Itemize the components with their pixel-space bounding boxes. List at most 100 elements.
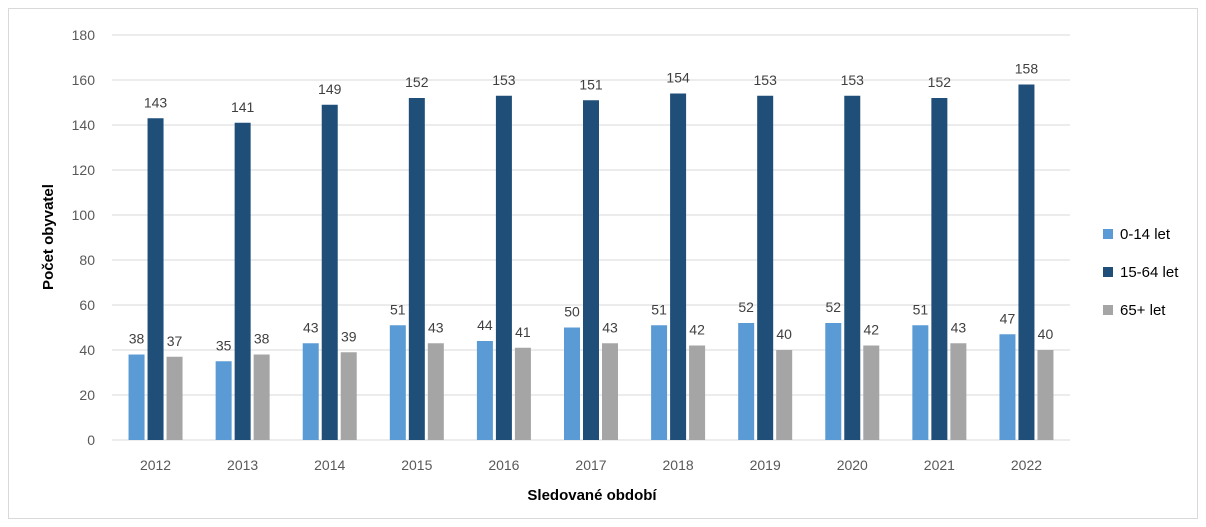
data-label: 37 [167, 333, 183, 349]
bar [564, 327, 580, 440]
x-tick-label: 2018 [663, 457, 694, 473]
bar [651, 325, 668, 440]
x-tick-label: 2012 [140, 457, 171, 473]
bar [321, 104, 338, 440]
data-label: 43 [303, 319, 319, 335]
bar [999, 334, 1016, 440]
data-label: 158 [1015, 61, 1039, 77]
legend-label: 65+ let [1120, 302, 1166, 319]
data-label: 153 [841, 72, 865, 88]
data-label: 51 [651, 301, 667, 317]
bars [128, 84, 1054, 440]
bar [427, 343, 444, 440]
bar [389, 325, 406, 440]
data-label: 154 [666, 70, 690, 86]
y-tick-label: 100 [72, 207, 96, 223]
bar [166, 356, 183, 440]
bar [253, 354, 270, 440]
y-tick-label: 180 [72, 27, 96, 43]
bar [863, 345, 880, 440]
data-label: 51 [390, 301, 406, 317]
x-tick-label: 2021 [924, 457, 955, 473]
x-tick-label: 2022 [1011, 457, 1042, 473]
bar [844, 95, 861, 440]
y-tick-label: 80 [79, 252, 95, 268]
data-label: 143 [144, 94, 168, 110]
data-label: 43 [602, 319, 618, 335]
bar [950, 343, 967, 440]
legend-label: 0-14 let [1120, 226, 1171, 243]
x-axis-ticks: 2012 2013 2014 2015 2016 2017 2018 2019 2020 2021… [140, 457, 1042, 473]
bar [689, 345, 706, 440]
data-label: 50 [564, 304, 580, 320]
bar [825, 323, 842, 440]
x-tick-label: 2014 [314, 457, 345, 473]
data-label: 152 [928, 74, 952, 90]
bar [215, 361, 232, 440]
data-label: 38 [129, 331, 145, 347]
y-tick-label: 40 [79, 342, 95, 358]
bar [495, 95, 512, 440]
data-label: 39 [341, 328, 357, 344]
data-label: 149 [318, 81, 342, 97]
x-tick-label: 2015 [401, 457, 432, 473]
data-label: 44 [477, 317, 493, 333]
y-tick-label: 160 [72, 72, 96, 88]
legend-swatch [1103, 305, 1113, 315]
y-axis-title: Počet obyvatel [40, 184, 57, 290]
data-label: 141 [231, 99, 255, 115]
legend-label: 15-64 let [1120, 264, 1179, 281]
bar [738, 323, 755, 440]
bar [1018, 84, 1035, 440]
bar [128, 354, 145, 440]
bar [912, 325, 929, 440]
legend-swatch [1103, 229, 1113, 239]
data-label: 43 [951, 319, 967, 335]
x-tick-label: 2020 [837, 457, 868, 473]
bar [234, 122, 251, 440]
data-label: 52 [738, 299, 754, 315]
bar [776, 350, 793, 440]
x-axis-title: Sledované období [527, 487, 657, 504]
bar [602, 343, 618, 440]
data-label: 42 [689, 322, 705, 338]
bar [1037, 350, 1054, 440]
y-tick-label: 0 [87, 432, 95, 448]
bar [408, 98, 425, 440]
data-label: 152 [405, 74, 429, 90]
data-label: 47 [1000, 310, 1016, 326]
bar [514, 347, 531, 440]
data-labels: 38 143 37 35 141 38 43 149 39 51 152 43 44 153 41 50 151… [129, 61, 1054, 354]
data-label: 38 [254, 331, 270, 347]
data-label: 52 [825, 299, 841, 315]
data-label: 41 [515, 324, 531, 340]
data-label: 151 [579, 76, 603, 92]
y-tick-label: 60 [79, 297, 95, 313]
bar [302, 343, 319, 440]
y-tick-label: 20 [79, 387, 95, 403]
data-label: 153 [492, 72, 516, 88]
y-tick-label: 120 [72, 162, 96, 178]
bar [583, 100, 599, 440]
legend-swatch [1103, 267, 1113, 277]
data-label: 153 [754, 72, 778, 88]
x-tick-label: 2013 [227, 457, 258, 473]
legend: 0-14 let 15-64 let 65+ let [1103, 226, 1179, 319]
data-label: 40 [1038, 326, 1054, 342]
y-axis-ticks: 0 20 40 60 80 100 120 140 160 180 [72, 27, 96, 448]
y-tick-label: 140 [72, 117, 96, 133]
x-tick-label: 2017 [575, 457, 606, 473]
bar [476, 341, 493, 440]
data-label: 42 [863, 322, 879, 338]
data-label: 40 [776, 326, 792, 342]
data-label: 51 [913, 301, 929, 317]
gridlines [112, 34, 1070, 441]
x-tick-label: 2016 [488, 457, 519, 473]
data-label: 35 [216, 337, 232, 353]
bar [757, 95, 774, 440]
bar [670, 93, 687, 440]
bar [147, 118, 164, 440]
data-label: 43 [428, 319, 444, 335]
bar [931, 98, 948, 440]
